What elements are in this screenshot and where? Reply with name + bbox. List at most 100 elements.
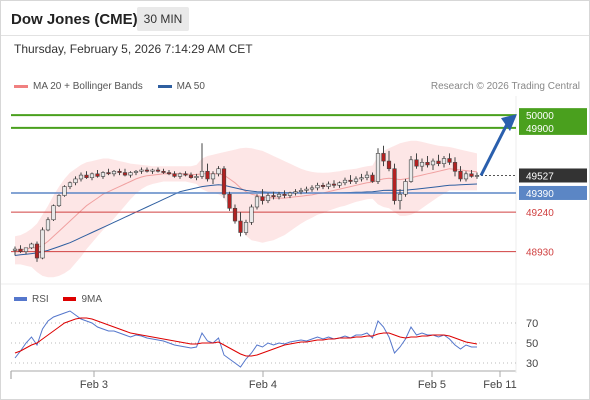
candle-body (381, 153, 386, 162)
candle-body (40, 229, 45, 259)
time-tick-label-feb-3: Feb 3 (80, 379, 108, 391)
legend-swatch-9ma (63, 297, 77, 302)
candle-body (425, 162, 430, 166)
candle-body (315, 185, 320, 189)
candle-body (133, 170, 139, 173)
candle-body (375, 153, 381, 182)
candle-body (67, 182, 73, 187)
candle-body (386, 160, 392, 170)
rsi-series-9ma (14, 317, 478, 357)
candle-body (122, 172, 128, 176)
ma20-line (14, 168, 478, 251)
candle-body (370, 174, 375, 182)
candle-body (34, 243, 40, 259)
candle-body (12, 248, 18, 251)
legend-label-9ma: 9MA (81, 294, 103, 305)
price-tag-49527: 49527 (526, 171, 554, 182)
legend-item-9ma: 9MA (63, 294, 102, 305)
symbol-title: Dow Jones (CME) (11, 11, 138, 28)
candle-body (342, 179, 348, 184)
legend-label-ma50: MA 50 (176, 81, 205, 92)
candle-body (117, 170, 122, 173)
candle-body (392, 168, 397, 201)
timestamp: Thursday, February 5, 2026 7:14:29 AM CE… (14, 42, 253, 56)
time-tick-label-feb-11: Feb 11 (483, 379, 516, 391)
candle-body (150, 169, 155, 172)
copyright-text: Research © 2026 Trading Central (430, 81, 580, 92)
candle-body (452, 162, 458, 172)
candle-body (414, 159, 419, 167)
rsi-tick-label-50: 50 (526, 338, 538, 350)
rsi-tick-label-70: 70 (526, 318, 538, 330)
candle-body (172, 173, 177, 177)
candle-body (139, 169, 144, 172)
candle-body (348, 179, 353, 182)
rsi-series-rsi (14, 310, 477, 368)
candle-body (326, 183, 331, 187)
candle-body (397, 193, 403, 201)
timeframe-button[interactable]: 30 MIN (137, 7, 189, 31)
candle-body (199, 170, 205, 177)
candle-body (18, 248, 23, 252)
candle-body (474, 175, 480, 177)
candle-body (188, 174, 194, 178)
candle-body (265, 195, 271, 201)
candle-body (23, 247, 29, 252)
price-tag-bg-49527 (519, 168, 587, 183)
candle-body (56, 195, 62, 207)
price-tag-48930: 48930 (526, 248, 554, 259)
candle-body (210, 173, 216, 180)
legend-label-rsi: RSI (32, 294, 49, 305)
candle-body (309, 187, 315, 190)
candle-body (216, 168, 221, 175)
candle-body (183, 173, 188, 176)
candle-body (447, 158, 452, 163)
candle-body (194, 176, 199, 178)
candle-body (441, 158, 447, 164)
candle-body (62, 186, 67, 196)
candle-body (73, 178, 78, 184)
candle-body (249, 206, 254, 223)
price-tag-bg-49390 (519, 185, 587, 200)
price-tag-bg-49900 (519, 120, 587, 135)
candle-body (161, 170, 166, 173)
price-legend: MA 20 + Bollinger Bands MA 50 (14, 81, 217, 92)
candle-body (403, 181, 408, 195)
candle-body (155, 169, 161, 172)
candle-body (359, 177, 364, 180)
candle-body (436, 160, 441, 164)
price-tag-bg-50000 (519, 108, 587, 123)
time-tick-label-feb-5: Feb 5 (418, 379, 446, 391)
candle-body (337, 182, 342, 186)
legend-item-ma50: MA 50 (157, 81, 205, 92)
candle-body (408, 159, 414, 182)
legend-item-ma20: MA 20 + Bollinger Bands (14, 81, 143, 92)
candle-body (287, 192, 293, 196)
candle-body (331, 183, 337, 186)
candle-body (304, 188, 309, 191)
candle-body (419, 162, 425, 167)
candle-body (205, 170, 210, 180)
candle-body (458, 170, 463, 180)
bollinger-band-area (15, 140, 477, 278)
candle-body (29, 243, 34, 249)
rsi-legend: RSI 9MA (14, 294, 114, 305)
price-tag-49900: 49900 (526, 124, 554, 135)
legend-swatch-rsi (14, 297, 27, 302)
candle-body (271, 195, 276, 198)
candle-body (95, 173, 100, 177)
legend-item-rsi: RSI (14, 294, 49, 305)
candle-body (238, 220, 243, 233)
candle-body (260, 196, 265, 201)
price-tag-49240: 49240 (526, 208, 554, 219)
candle-body (298, 190, 304, 192)
candle-body (293, 191, 298, 194)
legend-label-ma20: MA 20 + Bollinger Bands (33, 81, 143, 92)
candle-body (353, 178, 359, 182)
candle-body (177, 173, 183, 177)
candle-body (254, 196, 260, 208)
candle-body (364, 174, 370, 178)
candle-body (89, 173, 95, 178)
